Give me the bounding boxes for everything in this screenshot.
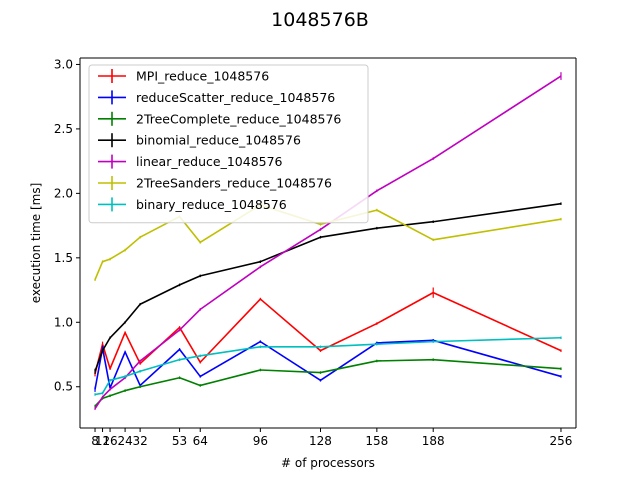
x-tick-label: 64 [193,434,208,448]
legend-item: 2TreeSanders_reduce_1048576 [98,176,332,191]
series-binomial_reduce_1048576 [94,202,562,374]
series-2TreeComplete_reduce_1048576 [94,358,562,408]
x-tick-label: 128 [309,434,332,448]
legend-label: reduceScatter_reduce_1048576 [136,90,335,105]
legend-item: binary_reduce_1048576 [98,197,287,212]
legend-label: binary_reduce_1048576 [136,197,287,212]
y-tick-label: 3.0 [54,57,73,71]
x-tick-label: 96 [253,434,268,448]
legend-item: binomial_reduce_1048576 [98,133,301,148]
legend-item: MPI_reduce_1048576 [98,69,269,84]
legend-item: reduceScatter_reduce_1048576 [98,90,335,105]
legend-frame [88,64,369,224]
legend: MPI_reduce_1048576 reduceScatter_reduce_1… [88,64,369,224]
x-tick-label: 32 [132,434,147,448]
legend-label: linear_reduce_1048576 [136,154,283,169]
series-MPI_reduce_1048576 [94,287,562,377]
legend-label: 2TreeComplete_reduce_1048576 [136,111,341,126]
y-tick-label: 2.5 [54,122,73,136]
x-tick-label: 16 [102,434,117,448]
series-line [94,202,562,372]
x-tick-label: 256 [550,434,573,448]
series-layer [94,72,562,410]
x-tick-label: 8 [91,434,99,448]
chart-title: 1048576B [271,9,369,31]
x-tick-label: 53 [172,434,187,448]
legend-label: 2TreeSanders_reduce_1048576 [136,176,332,191]
x-tick-label: 12 [95,434,110,448]
series-line [94,75,562,410]
x-tick-label: 24 [117,434,132,448]
series-line [94,204,562,281]
legend-label: binomial_reduce_1048576 [136,133,301,148]
x-axis-label: # of processors [281,456,375,470]
legend-label: MPI_reduce_1048576 [136,69,269,84]
series-linear_reduce_1048576 [94,72,562,410]
y-axis-label: execution time [ms] [29,183,43,304]
legend-item: 2TreeComplete_reduce_1048576 [98,111,341,126]
legend-item: linear_reduce_1048576 [98,154,283,169]
y-tick-label: 2.0 [54,186,73,200]
y-tick-label: 0.5 [54,380,73,394]
series-binary_reduce_1048576 [94,336,562,396]
y-tick-label: 1.5 [54,251,73,265]
x-tick-label: 158 [365,434,388,448]
y-ticks: 0.5 1.0 1.5 2.0 2.5 3.0 [54,57,80,394]
series-line [94,336,561,396]
axes-layer [79,57,577,429]
series-line [94,358,562,407]
x-tick-label: 188 [422,434,445,448]
series-line [94,291,562,375]
y-tick-label: 1.0 [54,315,73,329]
